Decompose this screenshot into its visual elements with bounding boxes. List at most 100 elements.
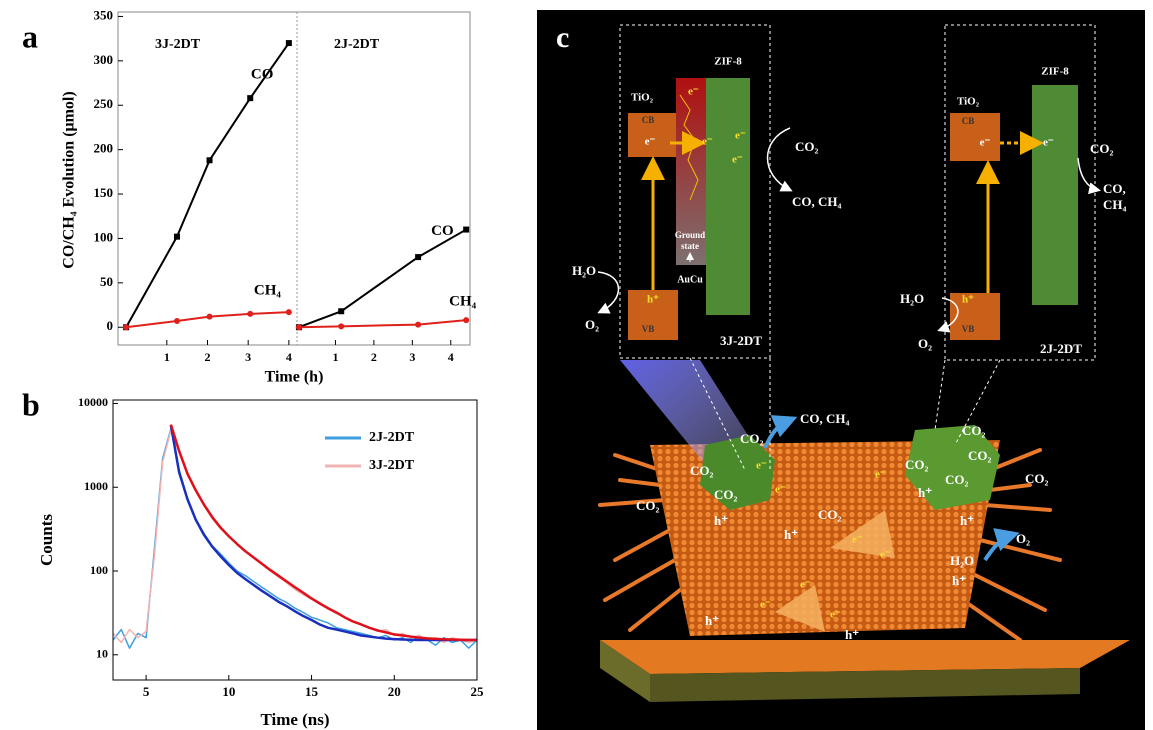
marker: [247, 95, 253, 101]
y-tick-label: 10000: [78, 395, 108, 409]
panel-title: 2J-2DT: [334, 37, 380, 52]
x-tick-label: 25: [471, 684, 485, 699]
y-tick-label: 150: [94, 185, 114, 200]
hole: h⁺: [714, 513, 728, 528]
hole: h⁺: [918, 485, 932, 500]
y-tick-label: 50: [100, 274, 113, 289]
marker: [174, 318, 180, 324]
panel-label: b: [22, 386, 40, 422]
co2-label: CO₂: [968, 448, 992, 463]
co2-label: CO₂: [905, 457, 929, 472]
y-tick-label: 200: [94, 141, 114, 156]
x-tick-label: 1: [164, 350, 170, 364]
electron: e⁻: [880, 549, 891, 561]
electron: e⁻: [1043, 137, 1054, 149]
co2-label: CO₂: [714, 487, 738, 502]
product-label: CO, CH₄: [800, 411, 850, 426]
series-label: CO: [251, 67, 274, 83]
panel-label: a: [22, 18, 38, 54]
co2-label: CO₂: [690, 463, 714, 478]
product-label: CH₄: [1103, 197, 1127, 212]
co2-label: CO₂: [962, 423, 986, 438]
marker: [338, 308, 344, 314]
series-label: CH₄: [254, 283, 282, 299]
co2-label: CO₂: [795, 139, 819, 154]
marker: [207, 157, 213, 163]
inset-title: 3J-2DT: [720, 333, 762, 348]
x-tick-label: 4: [448, 350, 454, 364]
zif-label: ZIF-8: [714, 56, 742, 68]
h2o-label: H₂O: [950, 553, 974, 568]
co2-label: CO₂: [945, 472, 969, 487]
y-tick-label: 1000: [84, 479, 108, 493]
ground-state-label: Ground: [675, 230, 705, 240]
marker: [463, 227, 469, 233]
marker: [247, 311, 253, 317]
co2-label: CO₂: [740, 431, 764, 446]
zif-label: ZIF-8: [1041, 66, 1069, 78]
plot-frame: [118, 12, 470, 345]
marker: [174, 234, 180, 240]
electron: e⁻: [760, 599, 771, 611]
legend-label: 3J-2DT: [369, 458, 415, 473]
hole: h⁺: [845, 627, 859, 642]
y-tick-label: 10: [96, 647, 108, 661]
hole: h⁺: [705, 613, 719, 628]
hole: h⁺: [962, 294, 974, 306]
electron: e⁻: [702, 136, 713, 148]
marker: [338, 323, 344, 329]
y-tick-label: 300: [94, 52, 114, 67]
marker: [415, 322, 421, 328]
electron: e⁻: [875, 469, 886, 481]
y-tick-label: 100: [90, 563, 108, 577]
co2-label: CO₂: [1090, 141, 1114, 156]
electron: e⁻: [830, 609, 841, 621]
panel-title: 3J-2DT: [155, 37, 201, 52]
cb-band: [950, 113, 1000, 161]
x-tick-label: 15: [305, 684, 319, 699]
series-line: [113, 429, 477, 648]
co2-label: CO₂: [818, 507, 842, 522]
y-axis-label: CO/CH₄ Evolution (μmol): [61, 91, 78, 268]
o2-label: O₂: [585, 317, 599, 332]
series-label: CH₄: [449, 294, 477, 310]
h2o-label: H₂O: [572, 263, 596, 278]
series-line: [171, 425, 477, 640]
electron: e⁻: [775, 484, 786, 496]
legend-label: 2J-2DT: [369, 430, 415, 445]
hole: h⁺: [960, 513, 974, 528]
hole: h⁺: [952, 573, 966, 588]
electron: e⁻: [852, 534, 863, 546]
figure: a b c CO, CH₄ CO₂ CO₂ CO₂ CO₂ CO₂: [0, 0, 1153, 730]
electron: e⁻: [756, 460, 767, 472]
x-tick-label: 4: [286, 350, 292, 364]
y-axis-label: Counts: [37, 514, 56, 566]
x-tick-label: 1: [332, 350, 338, 364]
y-tick-label: 250: [94, 96, 114, 111]
electron: e⁻: [980, 137, 991, 149]
marker: [296, 324, 302, 330]
y-tick-label: 0: [107, 318, 114, 333]
x-tick-label: 3: [245, 350, 251, 364]
inset-title: 2J-2DT: [1040, 341, 1082, 356]
schematic: c CO, CH₄ CO₂ CO₂ CO₂ CO₂ CO₂ CO₂ CO₂ CO…: [537, 10, 1145, 730]
hole: h⁺: [647, 294, 659, 306]
series-line: [299, 230, 466, 328]
x-axis-label: Time (h): [265, 369, 324, 386]
series-line: [171, 425, 477, 640]
o2-label: O₂: [918, 336, 932, 351]
electron: e⁻: [688, 86, 699, 98]
electron: e⁻: [800, 579, 811, 591]
ground-state-label: state: [681, 241, 699, 251]
marker: [207, 314, 213, 320]
zif-band: [706, 78, 750, 315]
cb-label: CB: [962, 116, 975, 126]
electron: e⁻: [735, 130, 746, 142]
tio2-label: TiO₂: [631, 92, 654, 104]
marker: [286, 309, 292, 315]
y-tick-label: 350: [94, 7, 114, 22]
vb-label: VB: [642, 324, 655, 334]
tio2-label: TiO₂: [957, 96, 980, 108]
x-tick-label: 5: [143, 684, 150, 699]
x-tick-label: 20: [388, 684, 401, 699]
